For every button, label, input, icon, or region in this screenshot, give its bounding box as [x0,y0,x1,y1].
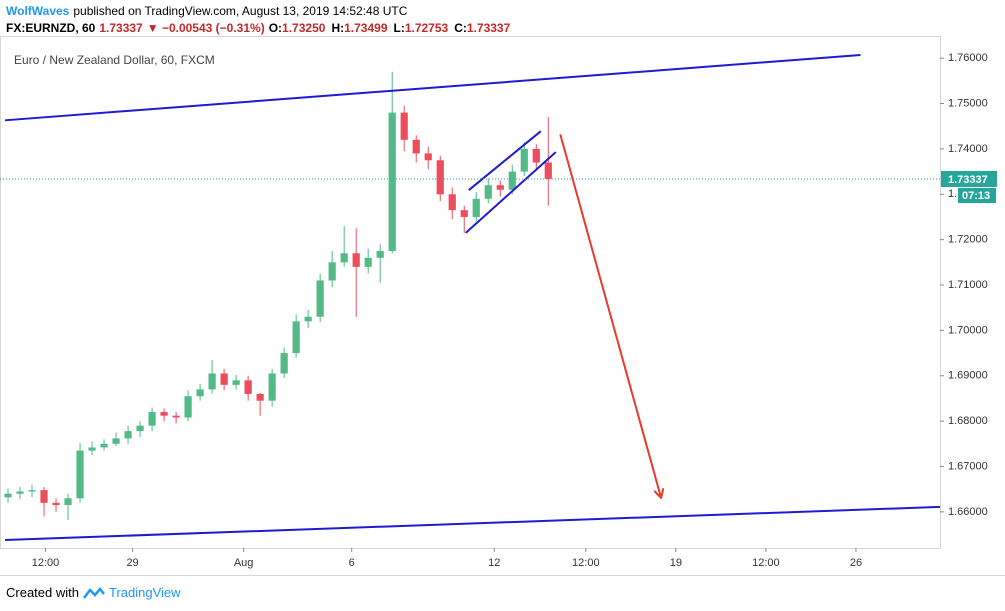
y-tick-label: 1.70000 [948,324,988,336]
header-line: WolfWaves published on TradingView.com, … [6,4,407,18]
x-tick-label: 12:00 [752,557,780,569]
candle-body [508,171,516,190]
chart-title: Euro / New Zealand Dollar, 60, FXCM [14,53,215,67]
trend-line [465,151,557,234]
x-tick-label: 12:00 [32,557,60,569]
candle-body [148,412,156,426]
candle-body [520,148,528,172]
candle-body [328,262,336,281]
x-tick-label: 19 [670,557,682,569]
candle-body [448,194,456,211]
candle-body [436,160,444,195]
y-tick-label: 1.66000 [948,506,988,518]
ohlc-value: 1.73250 [282,21,326,35]
candle-body [124,431,132,439]
candle-body [388,112,396,251]
candle-body [268,373,276,401]
candle-body [484,185,492,199]
candle-body [460,210,468,217]
ohlc: O: 1.73250 H: 1.73499 L: 1.72753 C: 1.73337 [269,21,513,35]
countdown-bg [958,187,996,203]
price-label: 1.73337 [948,174,988,186]
trend-line [468,130,542,191]
candle-body [352,253,360,267]
brand[interactable]: TradingView [108,585,181,600]
change: ▼ −0.00543 (−0.31%) [146,21,265,35]
y-tick-label: 1.69000 [948,370,988,382]
symbol: FX:EURNZD, 60 [6,21,96,35]
candle-body [364,257,372,267]
x-tick-label: Aug [234,557,254,569]
candle-body [64,498,72,506]
published-text: published on TradingView.com, August 13,… [73,4,408,18]
candle-body [184,396,192,418]
candle-body [220,373,228,385]
ohlc-label: H: [331,21,345,35]
trend-arrow [559,134,661,497]
candle-body [424,153,432,161]
candle-body [232,380,240,385]
candle-body [532,148,540,163]
candle-body [280,353,288,374]
y-tick-label: 1.68000 [948,415,988,427]
candle-body [244,380,252,394]
ohlc-value: 1.73337 [466,21,511,35]
candle-body [472,198,480,217]
candle-body [136,425,144,432]
y-tick-label: 1.71000 [948,279,988,291]
x-tick-label: 12 [488,557,500,569]
price-label-bg [941,170,997,187]
x-tick-label: 6 [349,557,355,569]
candle-body [376,250,384,258]
x-tick-label: 12:00 [572,557,600,569]
symbol-line: FX:EURNZD, 60 1.73337 ▼ −0.00543 (−0.31%… [6,21,512,35]
candle-body [544,162,552,179]
y-tick-label: 1.72000 [948,234,988,246]
candle-body [208,373,216,390]
candle-body [412,139,420,154]
x-tick-label: 29 [126,557,138,569]
footer: Created with TradingView [6,585,181,600]
candle-body [52,502,60,506]
candle-body [196,389,204,397]
last-price: 1.73337 [99,21,143,35]
ohlc-label: O: [268,21,283,35]
candle-body [256,393,264,401]
candle-body [304,316,312,322]
brand-logo[interactable] [82,586,105,600]
candle-body [292,321,300,354]
trend-line [4,505,941,542]
y-tick-label: 1.75000 [948,97,988,109]
candle-body [76,450,84,499]
candle-body [112,438,120,444]
candle-body [160,412,168,416]
countdown: 07:13 [962,190,990,202]
candle-body [28,490,36,492]
publisher[interactable]: WolfWaves [6,4,70,18]
ohlc-label: L: [393,21,405,35]
candle-body [340,253,348,263]
ohlc-label: C: [454,21,467,35]
y-tick-label: 1.76000 [948,52,988,64]
plot-frame [0,36,941,549]
candle-body [496,185,504,190]
candle-body [16,491,24,494]
y-tick-label: 1.74000 [948,143,988,155]
candle-body [100,443,108,448]
candle-body [88,447,96,451]
footer-text: Created with [6,585,79,600]
candle-body [40,490,48,503]
x-tick-label: 26 [850,557,862,569]
candle-body [4,493,12,498]
y-tick-label: 1.67000 [948,460,988,472]
trend-line [4,53,861,122]
candle-body [400,112,408,140]
ohlc-value: 1.72753 [404,21,449,35]
candle-body [316,280,324,317]
candle-body [172,415,180,418]
ohlc-value: 1.73499 [344,21,388,35]
